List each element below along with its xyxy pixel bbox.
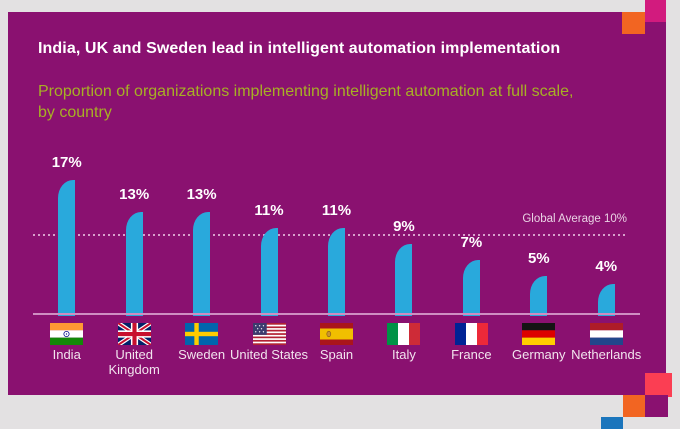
bar-column: 11% Spain bbox=[303, 12, 370, 395]
flag-india-icon bbox=[50, 323, 84, 345]
top-orange-square bbox=[622, 12, 645, 34]
country-label: France bbox=[451, 347, 492, 362]
bar-columns: 17% India 13% United Kingdom 13% Sweden 11% Uni… bbox=[33, 12, 641, 395]
bar bbox=[260, 228, 278, 316]
bar bbox=[58, 180, 76, 316]
bar-column: 17% India bbox=[33, 12, 100, 395]
bar-plot-area: 13% bbox=[168, 12, 235, 316]
chart-subtitle: Proportion of organizations implementing… bbox=[38, 83, 574, 122]
bar-plot-area: 11% bbox=[235, 12, 302, 316]
bar-column: 5% Germany bbox=[505, 12, 572, 395]
bar-value-label: 13% bbox=[186, 186, 217, 203]
bar-column: 7% France bbox=[438, 12, 505, 395]
chart-title: India, UK and Sweden lead in intelligent… bbox=[38, 40, 561, 57]
bar-value-label: 17% bbox=[51, 154, 82, 171]
country-label: Sweden bbox=[178, 347, 226, 362]
bar bbox=[395, 244, 413, 316]
flag-germany-icon bbox=[522, 323, 556, 345]
top-pink-square bbox=[645, 0, 666, 22]
bar bbox=[125, 212, 143, 316]
bar bbox=[530, 276, 548, 316]
flag-sweden-icon bbox=[185, 323, 219, 345]
bar-plot-area: 5% bbox=[505, 12, 572, 316]
bottom-red-square bbox=[645, 373, 672, 397]
bar-plot-area: 11% bbox=[303, 12, 370, 316]
bottom-blue-square bbox=[601, 417, 623, 429]
bar-value-label: 9% bbox=[393, 218, 415, 235]
bar-value-label: 13% bbox=[119, 186, 150, 203]
bar-column: 11% United States bbox=[230, 12, 308, 395]
x-axis-line bbox=[33, 313, 640, 315]
country-label: Netherlands bbox=[571, 347, 642, 362]
bottom-orange-square bbox=[623, 395, 645, 417]
country-label: Spain bbox=[319, 347, 354, 362]
bar-chart: Global Average 10% 17% India 13% United Kin… bbox=[33, 12, 641, 395]
country-label: United Kingdom bbox=[108, 347, 160, 377]
chart-card: India, UK and Sweden lead in intelligent… bbox=[8, 12, 666, 395]
bar bbox=[327, 228, 345, 316]
bar bbox=[462, 260, 480, 316]
country-label: India bbox=[52, 347, 81, 362]
bottom-purple-square bbox=[645, 395, 668, 417]
bar-plot-area: 7% bbox=[438, 12, 505, 316]
country-label: United States bbox=[230, 347, 309, 362]
global-average-label: Global Average 10% bbox=[522, 213, 627, 225]
country-label: Germany bbox=[512, 347, 566, 362]
flag-netherlands-icon bbox=[589, 323, 623, 345]
bar-column: 13% Sweden bbox=[168, 12, 235, 395]
bar-column: 13% United Kingdom bbox=[100, 12, 167, 395]
flag-france-icon bbox=[454, 323, 488, 345]
bar-plot-area: 4% bbox=[573, 12, 640, 316]
bar-value-label: 5% bbox=[527, 250, 550, 267]
bar-plot-area: 13% bbox=[100, 12, 167, 316]
flag-italy-icon bbox=[387, 323, 421, 345]
bar-value-label: 7% bbox=[460, 234, 483, 251]
flag-uk-icon bbox=[117, 323, 151, 345]
bar bbox=[597, 284, 615, 316]
bar bbox=[193, 212, 211, 316]
flag-spain-icon bbox=[319, 323, 353, 345]
bar-column: 4% Netherlands bbox=[571, 12, 641, 395]
bar-value-label: 4% bbox=[595, 258, 618, 275]
country-label: Italy bbox=[391, 347, 416, 362]
bar-plot-area: 17% bbox=[33, 12, 100, 316]
flag-usa-icon bbox=[252, 323, 286, 345]
bar-value-label: 11% bbox=[321, 202, 352, 219]
bar-plot-area: 9% bbox=[370, 12, 437, 316]
bar-value-label: 11% bbox=[254, 202, 284, 219]
bar-column: 9% Italy bbox=[370, 12, 437, 395]
